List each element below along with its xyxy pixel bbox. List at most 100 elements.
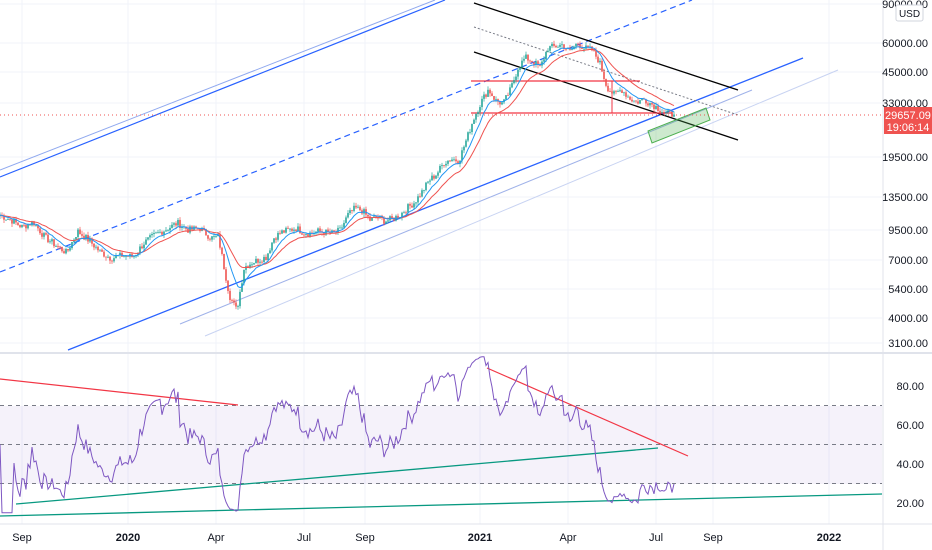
time-tick-label: 2020	[116, 532, 140, 544]
candle-body	[295, 229, 297, 232]
last-price-label: 29657.09	[885, 110, 931, 122]
candle-body	[483, 94, 485, 99]
candle-body	[157, 232, 159, 234]
candle-body	[319, 228, 321, 232]
candle-body	[579, 44, 581, 48]
candle-body	[445, 163, 447, 166]
candle-body	[95, 246, 97, 248]
candle-body	[219, 234, 221, 248]
candle-body	[353, 205, 355, 211]
candle-body	[663, 112, 665, 113]
candle-body	[531, 61, 533, 63]
candle-body	[271, 242, 273, 251]
candle-body	[235, 302, 237, 307]
candle-body	[333, 230, 335, 232]
candle-body	[265, 256, 267, 261]
candle-body	[373, 216, 375, 218]
candle-body	[359, 206, 361, 211]
target-zone-box	[647, 107, 711, 144]
candle-body	[237, 306, 239, 307]
candle-body	[115, 255, 117, 259]
rsi-band-lines	[0, 405, 882, 484]
price-tick-label: 9500.00	[888, 225, 928, 237]
candle-body	[303, 234, 305, 236]
candle-body	[97, 246, 99, 251]
candle-body	[287, 227, 289, 229]
candle-body	[613, 91, 615, 94]
candle-body	[523, 58, 525, 61]
candle-body	[499, 101, 501, 105]
candle-body	[425, 182, 427, 191]
candle-body	[459, 160, 461, 164]
candle-body	[543, 59, 545, 62]
candle-body	[165, 230, 167, 232]
candle-body	[481, 98, 483, 108]
drawings	[0, 0, 882, 351]
candle-body	[125, 256, 127, 257]
candle-body	[355, 205, 357, 208]
time-tick-label: Sep	[355, 532, 375, 544]
candle-body	[159, 231, 161, 233]
candle-body	[281, 230, 283, 234]
candle-body	[9, 219, 11, 220]
rsi-axis[interactable]: 80.00 60.00 40.00 20.00	[896, 381, 924, 510]
candle-body	[615, 91, 617, 93]
candle-body	[501, 102, 503, 105]
countdown-label: 19:06:14	[887, 122, 930, 134]
last-price-badge	[884, 107, 932, 134]
candle-body	[621, 90, 623, 94]
candle-body	[279, 232, 281, 234]
candle-body	[45, 233, 47, 235]
candle-body	[7, 219, 9, 220]
candle-body	[263, 256, 265, 263]
price-axis[interactable]: 90000.0060000.0045000.0033000.0019500.00…	[882, 0, 928, 350]
time-axis[interactable]: Sep 2020 Apr Jul Sep 2021 Apr Jul Sep 2022	[12, 532, 841, 544]
candle-body	[253, 263, 255, 265]
currency-box[interactable]	[895, 4, 924, 22]
candle-body	[611, 91, 613, 94]
rsi-line	[0, 356, 675, 514]
candle-body	[625, 92, 627, 97]
channel-bottom-line-light-2	[204, 69, 839, 337]
candle-body	[367, 214, 369, 217]
candle-body	[587, 45, 589, 48]
candle-body	[111, 260, 113, 262]
price-tick-label: 3100.00	[888, 338, 928, 350]
candle-body	[591, 46, 593, 51]
candle-body	[671, 111, 673, 117]
candle-body	[617, 91, 619, 93]
candle-body	[43, 233, 45, 237]
candle-body	[665, 112, 667, 113]
candle-body	[339, 227, 341, 229]
candle-body	[167, 230, 169, 232]
rsi-drawings	[0, 367, 883, 517]
candle-body	[593, 50, 595, 52]
candle-body	[323, 232, 325, 235]
candle-body	[107, 256, 109, 258]
candle-body	[349, 210, 351, 214]
candle-body	[623, 92, 625, 94]
candle-body	[71, 241, 73, 249]
candle-body	[555, 45, 557, 48]
candle-body	[571, 49, 573, 50]
candle-body	[441, 165, 443, 166]
candle-body	[415, 202, 417, 204]
candle-body	[119, 252, 121, 256]
candle-body	[215, 236, 217, 237]
candle-body	[391, 216, 393, 218]
candle-body	[601, 60, 603, 72]
candle-body	[81, 234, 83, 236]
candle-body	[527, 54, 529, 61]
channel-mid-dashed-line	[0, 0, 693, 273]
candle-body	[529, 60, 531, 62]
candle-body	[305, 234, 307, 235]
candle-body	[293, 229, 295, 231]
candle-body	[103, 251, 105, 257]
candle-body	[605, 78, 607, 86]
price-tick-label: 19500.00	[882, 152, 928, 164]
candle-body	[599, 60, 601, 63]
candle-body	[227, 280, 229, 291]
candle-body	[577, 43, 579, 45]
candle-body	[53, 239, 55, 247]
